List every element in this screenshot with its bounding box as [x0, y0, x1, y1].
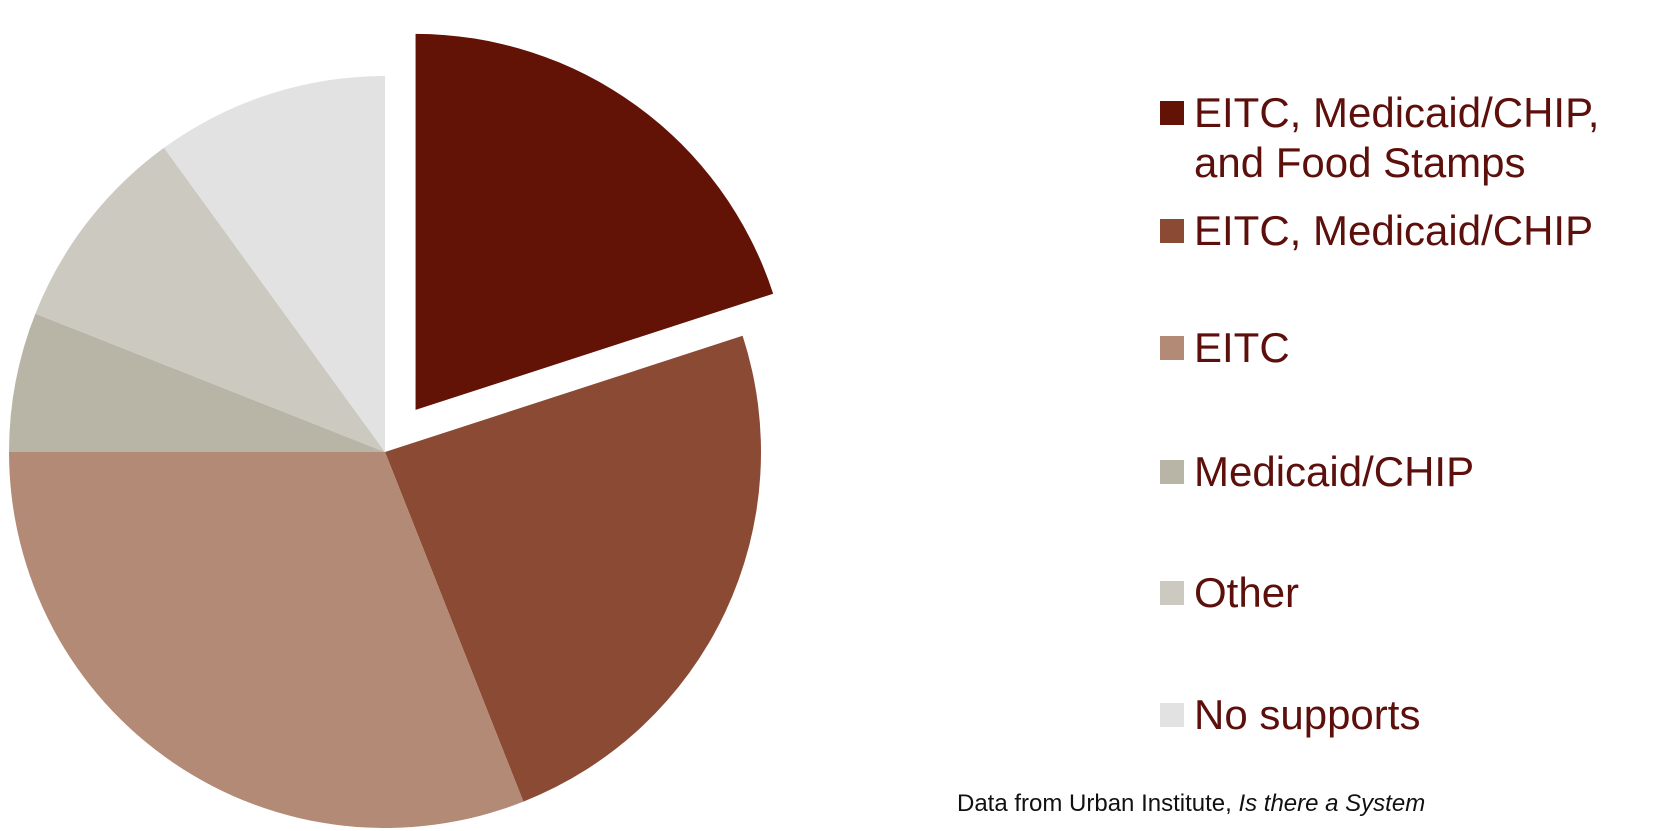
legend-label: EITC, Medicaid/CHIP: [1194, 207, 1594, 254]
legend-item-medicaid: Medicaid/CHIP: [1160, 447, 1670, 497]
legend-item-eitc-medicaid: EITC, Medicaid/CHIP: [1160, 206, 1670, 256]
source-note: Data from Urban Institute, Is there a Sy…: [957, 790, 1425, 818]
legend-item-eitc-medicaid-food-stamps: EITC, Medicaid/CHIP, and Food Stamps: [1160, 88, 1670, 188]
pie-slice-eitc: [9, 452, 524, 828]
source-prefix: Data from Urban Institute,: [957, 790, 1239, 817]
legend-label: EITC: [1194, 324, 1290, 371]
pie-slice-eitc-medicaid-chip: [385, 335, 761, 802]
legend-item-no-supports: No supports: [1160, 690, 1670, 740]
pie-chart: [9, 33, 774, 828]
legend-swatch: [1160, 703, 1184, 727]
legend-swatch: [1160, 460, 1184, 484]
pie-slice-medicaid-chip: [9, 313, 385, 452]
legend-label: Medicaid/CHIP: [1194, 448, 1475, 495]
legend-label: Other: [1194, 569, 1300, 616]
legend-label: No supports: [1194, 691, 1421, 738]
legend-swatch: [1160, 581, 1184, 605]
legend-item-eitc: EITC: [1160, 323, 1670, 373]
pie-slice-eitc-medicaid-chip-and-food-stamps: [415, 33, 774, 410]
source-title: Is there a System: [1238, 790, 1426, 817]
legend-item-other: Other: [1160, 568, 1670, 618]
pie-slice-no-supports: [163, 76, 385, 452]
legend-label: EITC, Medicaid/CHIP, and Food Stamps: [1194, 89, 1600, 186]
pie-slice-other: [35, 147, 385, 452]
legend-swatch: [1160, 101, 1184, 125]
legend-swatch: [1160, 336, 1184, 360]
legend-swatch: [1160, 219, 1184, 243]
